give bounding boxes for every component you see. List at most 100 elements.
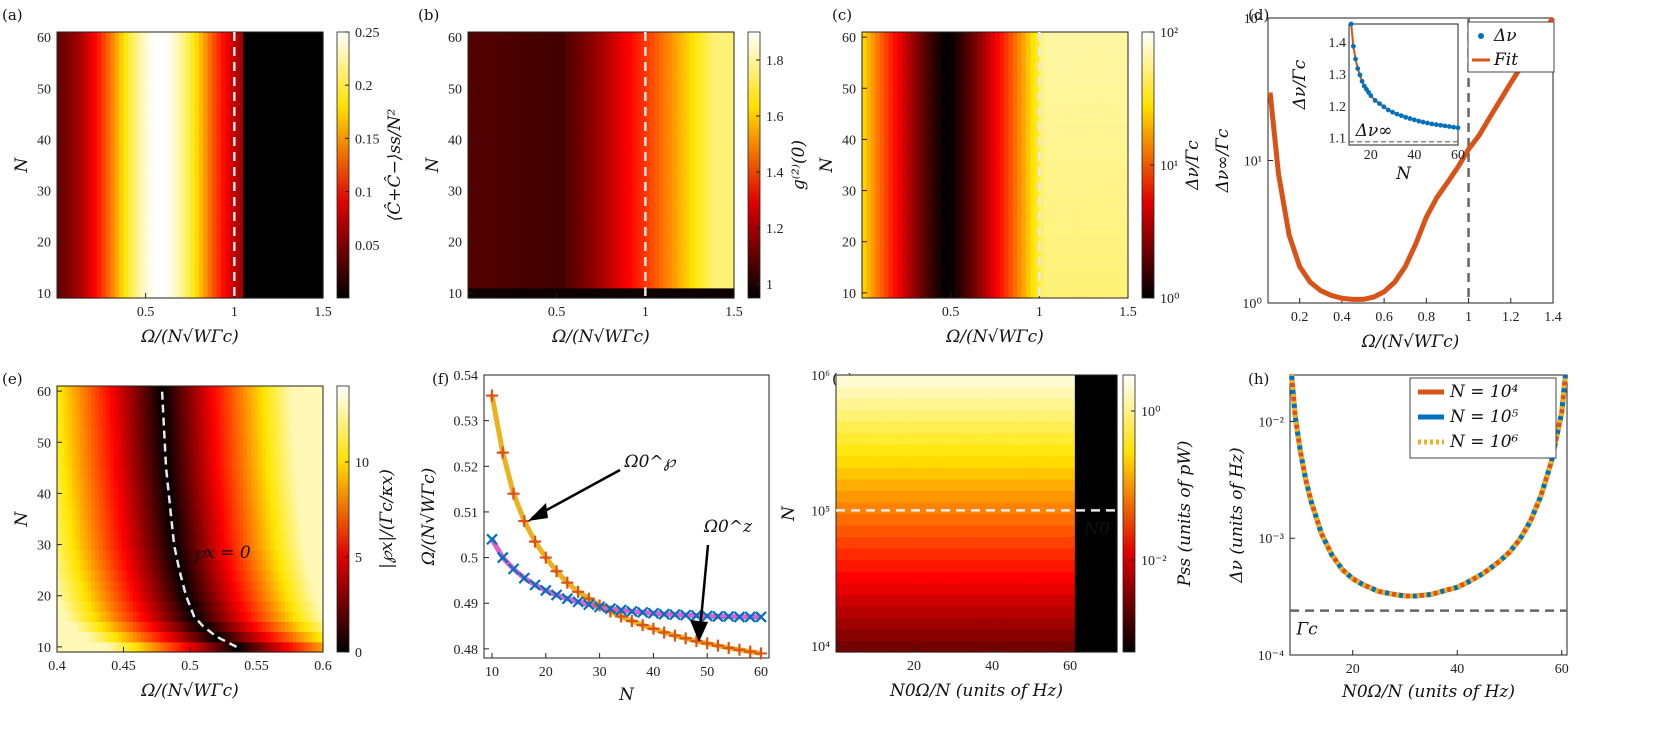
heat-cell	[158, 185, 164, 197]
heat-cell	[1110, 103, 1116, 115]
heat-cell	[472, 83, 478, 94]
heat-cell	[671, 62, 677, 74]
legend-marker-dnu	[1478, 33, 1484, 39]
heat-cell	[1021, 134, 1027, 146]
heat-cell	[875, 32, 881, 43]
heat-cell	[1061, 216, 1067, 227]
heat-cell	[136, 631, 142, 643]
heat-cell	[963, 32, 969, 43]
heat-cell	[632, 277, 638, 289]
heat-cell	[972, 175, 978, 187]
heat-cell	[243, 154, 249, 166]
heat-cell	[212, 62, 218, 74]
heat-cell	[972, 236, 978, 248]
heat-cell	[888, 287, 894, 299]
heat-cell	[485, 195, 491, 207]
heat-cell	[300, 83, 306, 94]
heat-cell	[565, 72, 571, 84]
heat-cell	[102, 641, 107, 653]
heat-cell	[720, 124, 726, 135]
heat-cell	[132, 216, 138, 227]
heat-cell	[88, 134, 94, 146]
heat-cell	[1043, 113, 1049, 125]
colorbar-tick-label: 0.2	[355, 79, 373, 94]
heat-cell	[101, 144, 107, 156]
heat-cell	[507, 185, 513, 197]
heat-cell	[645, 134, 651, 146]
heat-cell	[1123, 267, 1129, 279]
heat-cell	[1123, 205, 1129, 217]
heat-cell	[167, 195, 173, 207]
heat-cell	[525, 144, 531, 156]
heat-cell	[556, 195, 562, 207]
heat-cell	[490, 205, 496, 217]
heat-cell	[61, 93, 67, 105]
heat-cell	[645, 103, 651, 115]
heat-cell	[614, 42, 620, 54]
heat-cell	[274, 103, 280, 115]
heat-cell	[919, 175, 925, 187]
heat-cell	[866, 216, 872, 227]
heat-cell	[609, 287, 615, 299]
heat-cell	[176, 93, 182, 105]
heat-cell	[1021, 72, 1027, 84]
heat-cell	[198, 205, 204, 217]
heat-cell	[57, 205, 63, 217]
heat-cell	[569, 277, 575, 289]
heat-cell	[314, 277, 320, 289]
heat-cell	[698, 154, 704, 166]
heat-cell	[476, 267, 482, 279]
heat-cell	[221, 195, 227, 207]
heat-cell	[932, 52, 938, 64]
heat-cell	[937, 165, 943, 176]
heat-cell	[901, 195, 907, 207]
heat-cell	[977, 124, 983, 135]
heat-cell	[1105, 32, 1111, 43]
heat-cell	[875, 93, 881, 105]
heat-cell	[83, 226, 89, 238]
heat-cell	[906, 246, 912, 258]
heat-cell	[123, 195, 129, 207]
heat-cell	[274, 277, 280, 289]
heat-cell	[1048, 226, 1054, 238]
heat-cell	[123, 205, 129, 217]
heat-cell	[114, 113, 120, 125]
heat-cell	[203, 216, 209, 227]
heat-cell	[950, 185, 956, 197]
heat-cell	[977, 32, 983, 43]
heat-cell	[534, 42, 540, 54]
heat-cell	[729, 32, 735, 43]
heat-cell	[70, 72, 76, 84]
heat-cell	[61, 42, 67, 54]
heat-cell	[698, 103, 704, 115]
heat-cell	[185, 32, 191, 43]
heat-cell	[305, 93, 311, 105]
heat-cell	[1096, 267, 1102, 279]
heat-cell	[937, 277, 943, 289]
heat-cell	[1039, 113, 1045, 125]
heat-cell	[1105, 257, 1111, 268]
heat-cell	[265, 32, 271, 43]
heat-cell	[941, 124, 947, 135]
heat-cell	[1012, 246, 1018, 258]
heat-cell	[530, 144, 536, 156]
heat-cell	[1092, 124, 1098, 135]
heat-cell	[627, 236, 633, 248]
heat-cell	[117, 631, 123, 643]
heat-cell	[547, 205, 553, 217]
heat-cell	[1096, 83, 1102, 94]
heat-cell	[1119, 62, 1125, 74]
heat-cell	[123, 165, 129, 176]
heat-cell	[1061, 195, 1067, 207]
heat-cell	[176, 175, 182, 187]
heat-cell	[884, 124, 890, 135]
heat-cell	[499, 246, 505, 258]
heat-cell	[507, 72, 513, 84]
heat-cell	[221, 216, 227, 227]
heat-cell	[729, 42, 735, 54]
heat-cell	[986, 72, 992, 84]
heat-cell	[676, 287, 682, 299]
heat-cell	[243, 195, 249, 207]
heat-cell	[654, 32, 660, 43]
heat-cell	[127, 72, 133, 84]
